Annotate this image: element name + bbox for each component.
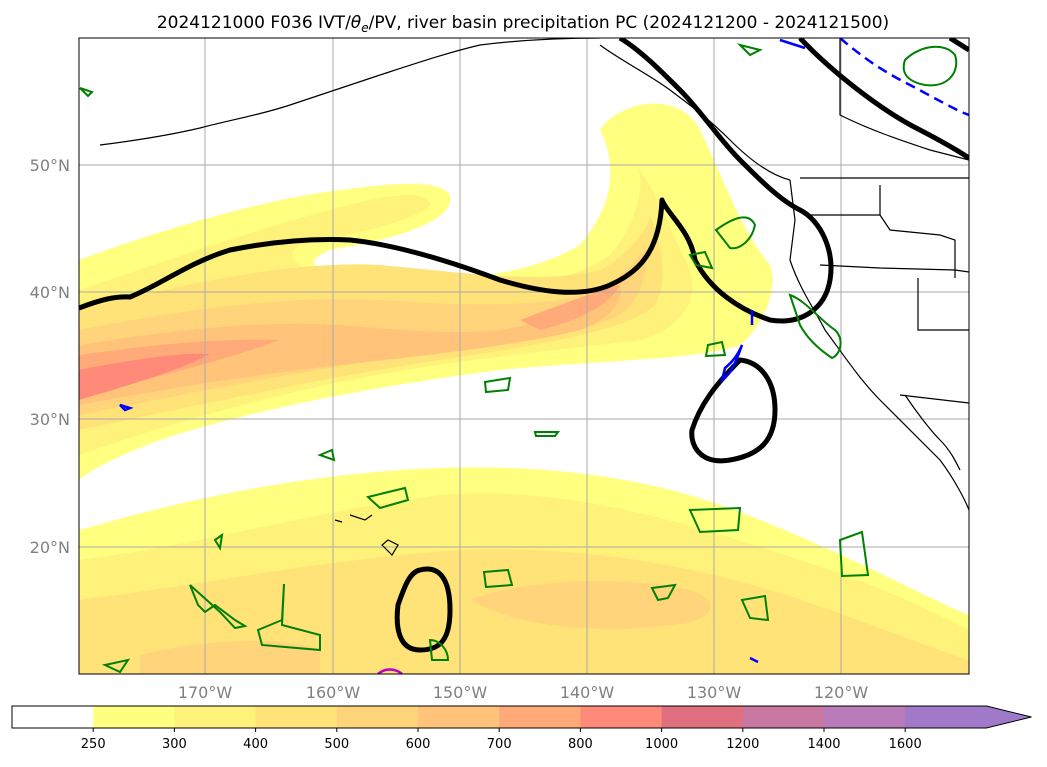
lon-label: 120°W — [814, 683, 869, 702]
colorbar-tick-label: 400 — [243, 737, 268, 752]
lon-label: 160°W — [306, 683, 361, 702]
colorbar-swatch — [824, 706, 906, 728]
colorbar-swatch — [499, 706, 581, 728]
figure-title: 2024121000 F036 IVT/θe/PV, river basin p… — [157, 13, 889, 35]
colorbar-tick-label: 250 — [81, 737, 106, 752]
colorbar-tick-label: 1600 — [889, 737, 922, 752]
colorbar-swatch — [580, 706, 663, 728]
coastlines — [99, 38, 969, 556]
colorbar-swatch — [93, 706, 175, 728]
lon-label: 170°W — [178, 683, 233, 702]
colorbar: 250 300 400 500 600 700 800 1000 1200 1400 1600 — [11, 705, 1032, 752]
colorbar-tick-label: 800 — [568, 737, 593, 752]
colorbar-swatch — [661, 706, 744, 728]
colorbar-tick-label: 300 — [162, 737, 187, 752]
pv-contours — [79, 38, 969, 653]
colorbar-swatch — [336, 706, 419, 728]
map-area — [79, 38, 969, 674]
lon-labels: 170°W 160°W 150°W 140°W 130°W 120°W — [178, 683, 869, 702]
colorbar-tick-label: 1400 — [807, 737, 840, 752]
colorbar-frame — [11, 705, 906, 729]
colorbar-swatch — [418, 706, 500, 728]
other-contour — [377, 668, 403, 674]
lat-label: 30°N — [30, 410, 70, 429]
colorbar-swatch — [742, 706, 825, 728]
lon-label: 150°W — [433, 683, 488, 702]
lat-labels: 50°N 40°N 30°N 20°N — [30, 156, 70, 557]
colorbar-tick-label: 700 — [487, 737, 512, 752]
precip-contours — [79, 43, 958, 674]
colorbar-tick-label: 1200 — [726, 737, 759, 752]
colorbar-swatch — [255, 706, 338, 728]
colorbar-swatch — [174, 706, 257, 728]
lat-label: 50°N — [30, 156, 70, 175]
lon-label: 130°W — [687, 683, 742, 702]
colorbar-tick-label: 1000 — [645, 737, 678, 752]
lat-label: 40°N — [30, 283, 70, 302]
theta-e-contours — [119, 38, 969, 664]
lat-label: 20°N — [30, 538, 70, 557]
lon-label: 140°W — [560, 683, 615, 702]
ivt-southern-band — [79, 467, 969, 674]
colorbar-tick-label: 500 — [324, 737, 349, 752]
colorbar-extend-arrow — [905, 705, 1032, 729]
colorbar-tick-label: 600 — [406, 737, 431, 752]
map-frame — [78, 37, 970, 675]
colorbar-swatch — [12, 706, 94, 728]
